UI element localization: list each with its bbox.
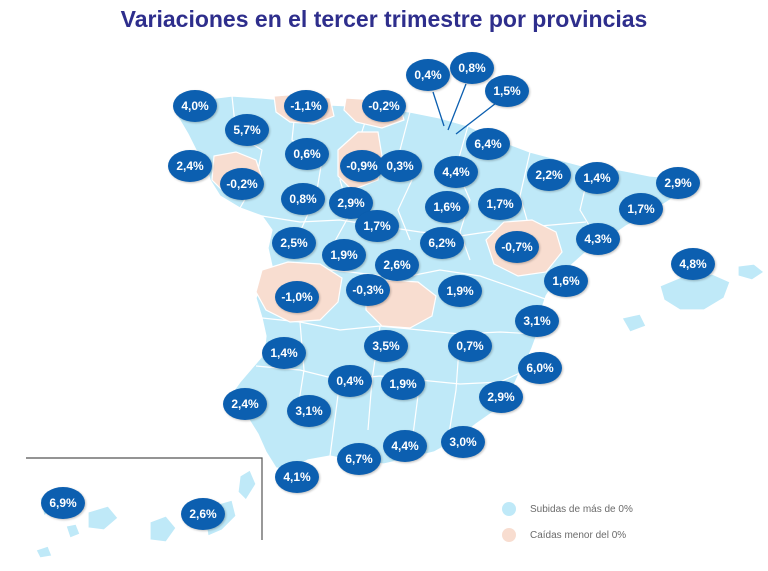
province-value-badge: 1,7%	[478, 188, 522, 220]
province-value-badge: 6,0%	[518, 352, 562, 384]
legend-fall-swatch	[502, 528, 516, 542]
province-value-badge: 0,3%	[378, 150, 422, 182]
province-value-badge: 4,0%	[173, 90, 217, 122]
canary-la-gomera	[65, 523, 81, 539]
province-value-badge: 2,6%	[375, 249, 419, 281]
province-value-badge: -0,9%	[340, 150, 384, 182]
province-value-badge: 1,9%	[322, 239, 366, 271]
province-value-badge: -0,2%	[220, 168, 264, 200]
province-value-badge: 0,6%	[285, 138, 329, 170]
canary-el-hierro	[35, 545, 53, 559]
canary-lanzarote	[237, 469, 257, 501]
province-value-badge: 2,9%	[656, 167, 700, 199]
province-value-badge: 1,7%	[619, 193, 663, 225]
map-title: Variaciones en el tercer trimestre por p…	[120, 6, 648, 32]
province-value-badge: 2,5%	[272, 227, 316, 259]
canary-tenerife	[87, 505, 119, 531]
province-value-badge: 2,2%	[527, 159, 571, 191]
province-value-badge: 4,4%	[383, 430, 427, 462]
province-value-badge: 6,7%	[337, 443, 381, 475]
province-value-badge: 1,9%	[381, 368, 425, 400]
province-value-badge: 4,4%	[434, 156, 478, 188]
province-value-badge: 2,4%	[223, 388, 267, 420]
province-value-badge: 4,3%	[576, 223, 620, 255]
menorca	[737, 263, 766, 281]
province-value-badge: 0,4%	[328, 365, 372, 397]
province-value-badge: -0,2%	[362, 90, 406, 122]
province-value-badge: 0,8%	[450, 52, 494, 84]
province-value-badge: -1,0%	[275, 281, 319, 313]
leader-line-2	[447, 83, 467, 131]
province-value-badge: 0,4%	[406, 59, 450, 91]
province-value-badge: 6,9%	[41, 487, 85, 519]
province-value-badge: 1,6%	[544, 265, 588, 297]
province-value-badge: 2,9%	[479, 381, 523, 413]
province-value-badge: 0,7%	[448, 330, 492, 362]
province-value-badge: 1,4%	[575, 162, 619, 194]
province-value-badge: 1,5%	[485, 75, 529, 107]
province-value-badge: 6,4%	[466, 128, 510, 160]
legend-rise-label: Subidas de más de 0%	[530, 503, 633, 515]
province-value-badge: -0,3%	[346, 274, 390, 306]
province-value-badge: 3,5%	[364, 330, 408, 362]
province-value-badge: 2,4%	[168, 150, 212, 182]
province-value-badge: 6,2%	[420, 227, 464, 259]
legend-fall-label: Caídas menor del 0%	[530, 529, 627, 541]
province-value-badge: 2,6%	[181, 498, 225, 530]
province-value-badge: 0,8%	[281, 183, 325, 215]
leader-line-3	[455, 99, 501, 135]
province-value-badge: 5,7%	[225, 114, 269, 146]
province-value-badge: 1,4%	[262, 337, 306, 369]
province-value-badge: 3,0%	[441, 426, 485, 458]
province-value-badge: 1,6%	[425, 191, 469, 223]
province-value-badge: 4,1%	[275, 461, 319, 493]
province-value-badge: -0,7%	[495, 231, 539, 263]
legend-rise: Subidas de más de 0%	[502, 502, 633, 516]
canary-gran-canaria	[149, 515, 177, 543]
province-value-badge: 1,9%	[438, 275, 482, 307]
province-value-badge: -1,1%	[284, 90, 328, 122]
province-value-badge: 3,1%	[287, 395, 331, 427]
province-value-badge: 3,1%	[515, 305, 559, 337]
canary-inset-frame	[26, 457, 263, 540]
leader-line-1	[432, 91, 445, 127]
province-value-badge: 1,7%	[355, 210, 399, 242]
ibiza	[621, 313, 647, 333]
legend-rise-swatch	[502, 502, 516, 516]
province-value-badge: 4,8%	[671, 248, 715, 280]
legend-fall: Caídas menor del 0%	[502, 528, 626, 542]
